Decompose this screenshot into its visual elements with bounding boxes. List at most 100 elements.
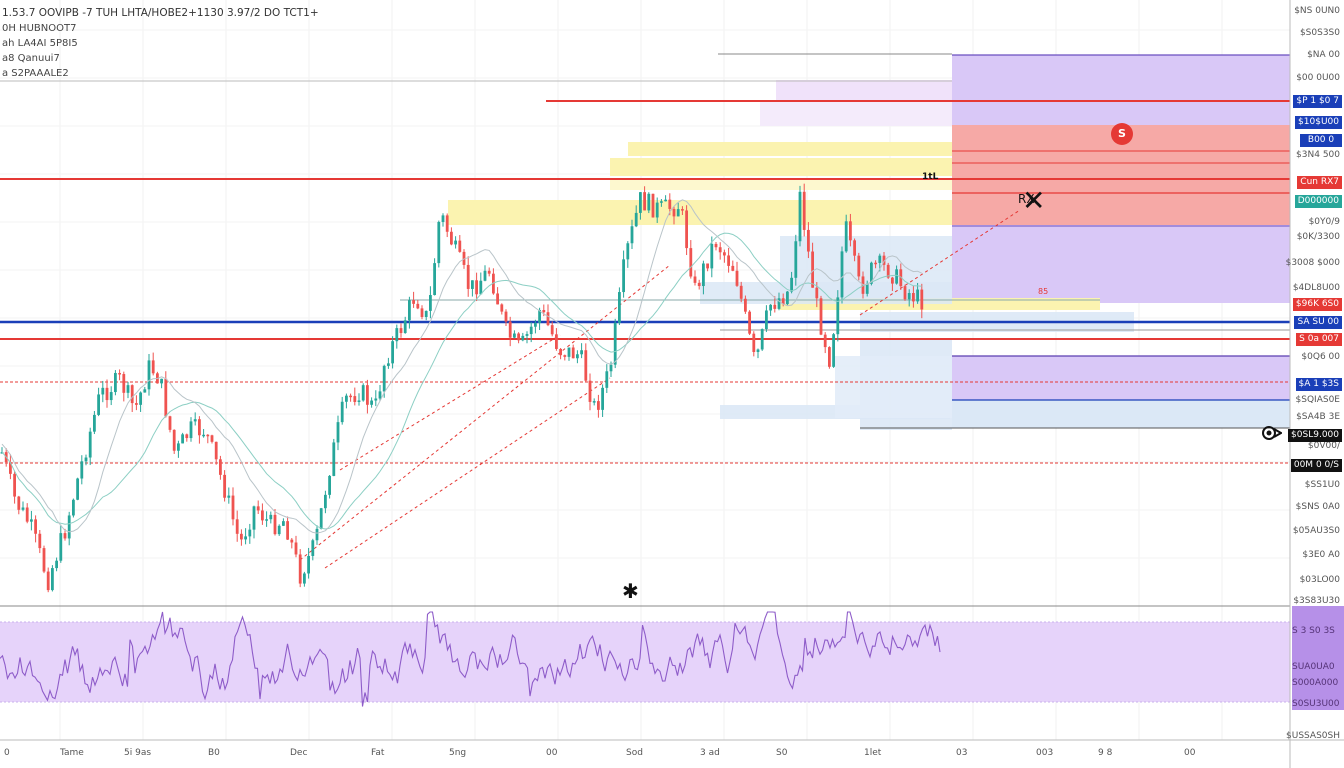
- candle-body: [72, 499, 75, 516]
- candle-body: [51, 568, 54, 591]
- star-marker-icon[interactable]: ✱: [622, 579, 639, 603]
- candle-body: [634, 212, 638, 227]
- candle-body: [114, 372, 117, 393]
- price-tag: $A 1 $3S: [1295, 378, 1342, 391]
- candle-body: [555, 334, 558, 349]
- s-marker[interactable]: S: [1111, 123, 1133, 145]
- candle-body: [844, 221, 848, 252]
- candle-body: [198, 419, 201, 436]
- candle-body: [303, 573, 306, 584]
- yellow-zone-1: [628, 142, 952, 156]
- oscillator-axis-label: S 3 S0 3S: [1292, 626, 1335, 636]
- chart-legend: 1.53.7 OOVIPB -7 TUH LHTA/HOBE2+1130 3.9…: [2, 6, 319, 81]
- price-axis-label: $SS1U0: [1304, 480, 1340, 490]
- candle-body: [147, 360, 151, 390]
- blue-zone-7: [835, 356, 952, 418]
- candle-body: [261, 510, 264, 521]
- trendline-layer: [299, 209, 1021, 569]
- candle-body: [441, 215, 445, 222]
- time-axis-label: 0: [4, 748, 10, 758]
- candle-body: [739, 285, 743, 299]
- bell-icon[interactable]: [1262, 424, 1284, 442]
- candle-body: [235, 519, 239, 534]
- candle-body: [349, 395, 352, 398]
- candle-body: [786, 291, 789, 305]
- candle-body: [513, 333, 516, 338]
- price-tag: Cun RX7: [1297, 176, 1342, 189]
- candle-body: [815, 287, 819, 299]
- candle-body: [798, 191, 802, 242]
- candle-body: [130, 385, 134, 404]
- candle-body: [172, 429, 176, 451]
- candle-body: [626, 243, 630, 260]
- candle-body: [693, 276, 697, 283]
- candle-body: [319, 508, 323, 529]
- time-axis-label: 1let: [864, 748, 882, 758]
- candle-body: [46, 571, 50, 591]
- candle-body: [630, 226, 634, 244]
- candle-body: [21, 507, 25, 510]
- candle-body: [219, 459, 222, 475]
- candle-body: [135, 403, 138, 405]
- horizontal-lines-layer: [0, 53, 1290, 464]
- x-marker-icon[interactable]: ✕: [1022, 184, 1046, 217]
- price-axis-label: $USSAS0SH: [1286, 731, 1340, 741]
- candle-body: [332, 442, 336, 476]
- candle-body: [475, 280, 478, 295]
- candle-body: [185, 434, 189, 439]
- candle-body: [290, 539, 294, 543]
- candle-body: [790, 277, 793, 292]
- time-axis-label: 003: [1036, 748, 1054, 758]
- candle-body: [416, 303, 420, 309]
- time-axis-label: S0: [776, 748, 788, 758]
- candle-body: [181, 434, 184, 444]
- candle-body: [920, 289, 924, 310]
- candle-body: [433, 263, 436, 296]
- candlestick-series[interactable]: [0, 183, 924, 593]
- price-axis-label: $3E0 A0: [1302, 550, 1340, 560]
- candle-body: [769, 304, 772, 311]
- candle-body: [193, 419, 197, 422]
- candle-body: [118, 372, 121, 375]
- candle-body: [63, 533, 67, 539]
- candle-body: [811, 251, 814, 288]
- candle-body: [479, 280, 483, 295]
- candle-body: [529, 326, 533, 335]
- price-tag: $96K 6S0: [1292, 298, 1342, 311]
- candle-body: [744, 298, 747, 312]
- candle-body: [298, 554, 302, 584]
- price-tag: D000000: [1294, 195, 1342, 208]
- candle-body: [912, 293, 915, 302]
- oscillator-pane[interactable]: [0, 605, 1290, 707]
- price-axis-label: $3S83U30: [1293, 596, 1340, 606]
- candle-body: [353, 396, 357, 402]
- candle-body: [361, 385, 365, 401]
- candle-body: [710, 243, 714, 269]
- candle-body: [370, 400, 373, 405]
- candle-body: [613, 322, 617, 365]
- candle-body: [387, 363, 390, 366]
- candle-body: [622, 259, 625, 293]
- time-axis-label: Dec: [290, 748, 308, 758]
- candle-body: [500, 304, 504, 312]
- candle-body: [328, 475, 331, 495]
- candle-body: [584, 350, 588, 381]
- candle-body: [277, 525, 281, 535]
- time-axis-label: Fat: [371, 748, 385, 758]
- candle-body: [231, 495, 235, 520]
- candle-body: [395, 328, 399, 342]
- candle-body: [840, 251, 844, 298]
- candle-body: [126, 385, 130, 393]
- candle-body: [777, 298, 781, 309]
- bell-icon-glyph: [1262, 426, 1284, 440]
- candle-body: [357, 400, 361, 402]
- candle-body: [88, 431, 92, 458]
- purple-zone-lower: [952, 356, 1290, 400]
- candle-body: [576, 354, 579, 359]
- price-tag: $10$U00: [1295, 116, 1342, 129]
- candle-body: [420, 308, 424, 318]
- oscillator-line: [0, 611, 941, 707]
- candle-body: [13, 473, 16, 497]
